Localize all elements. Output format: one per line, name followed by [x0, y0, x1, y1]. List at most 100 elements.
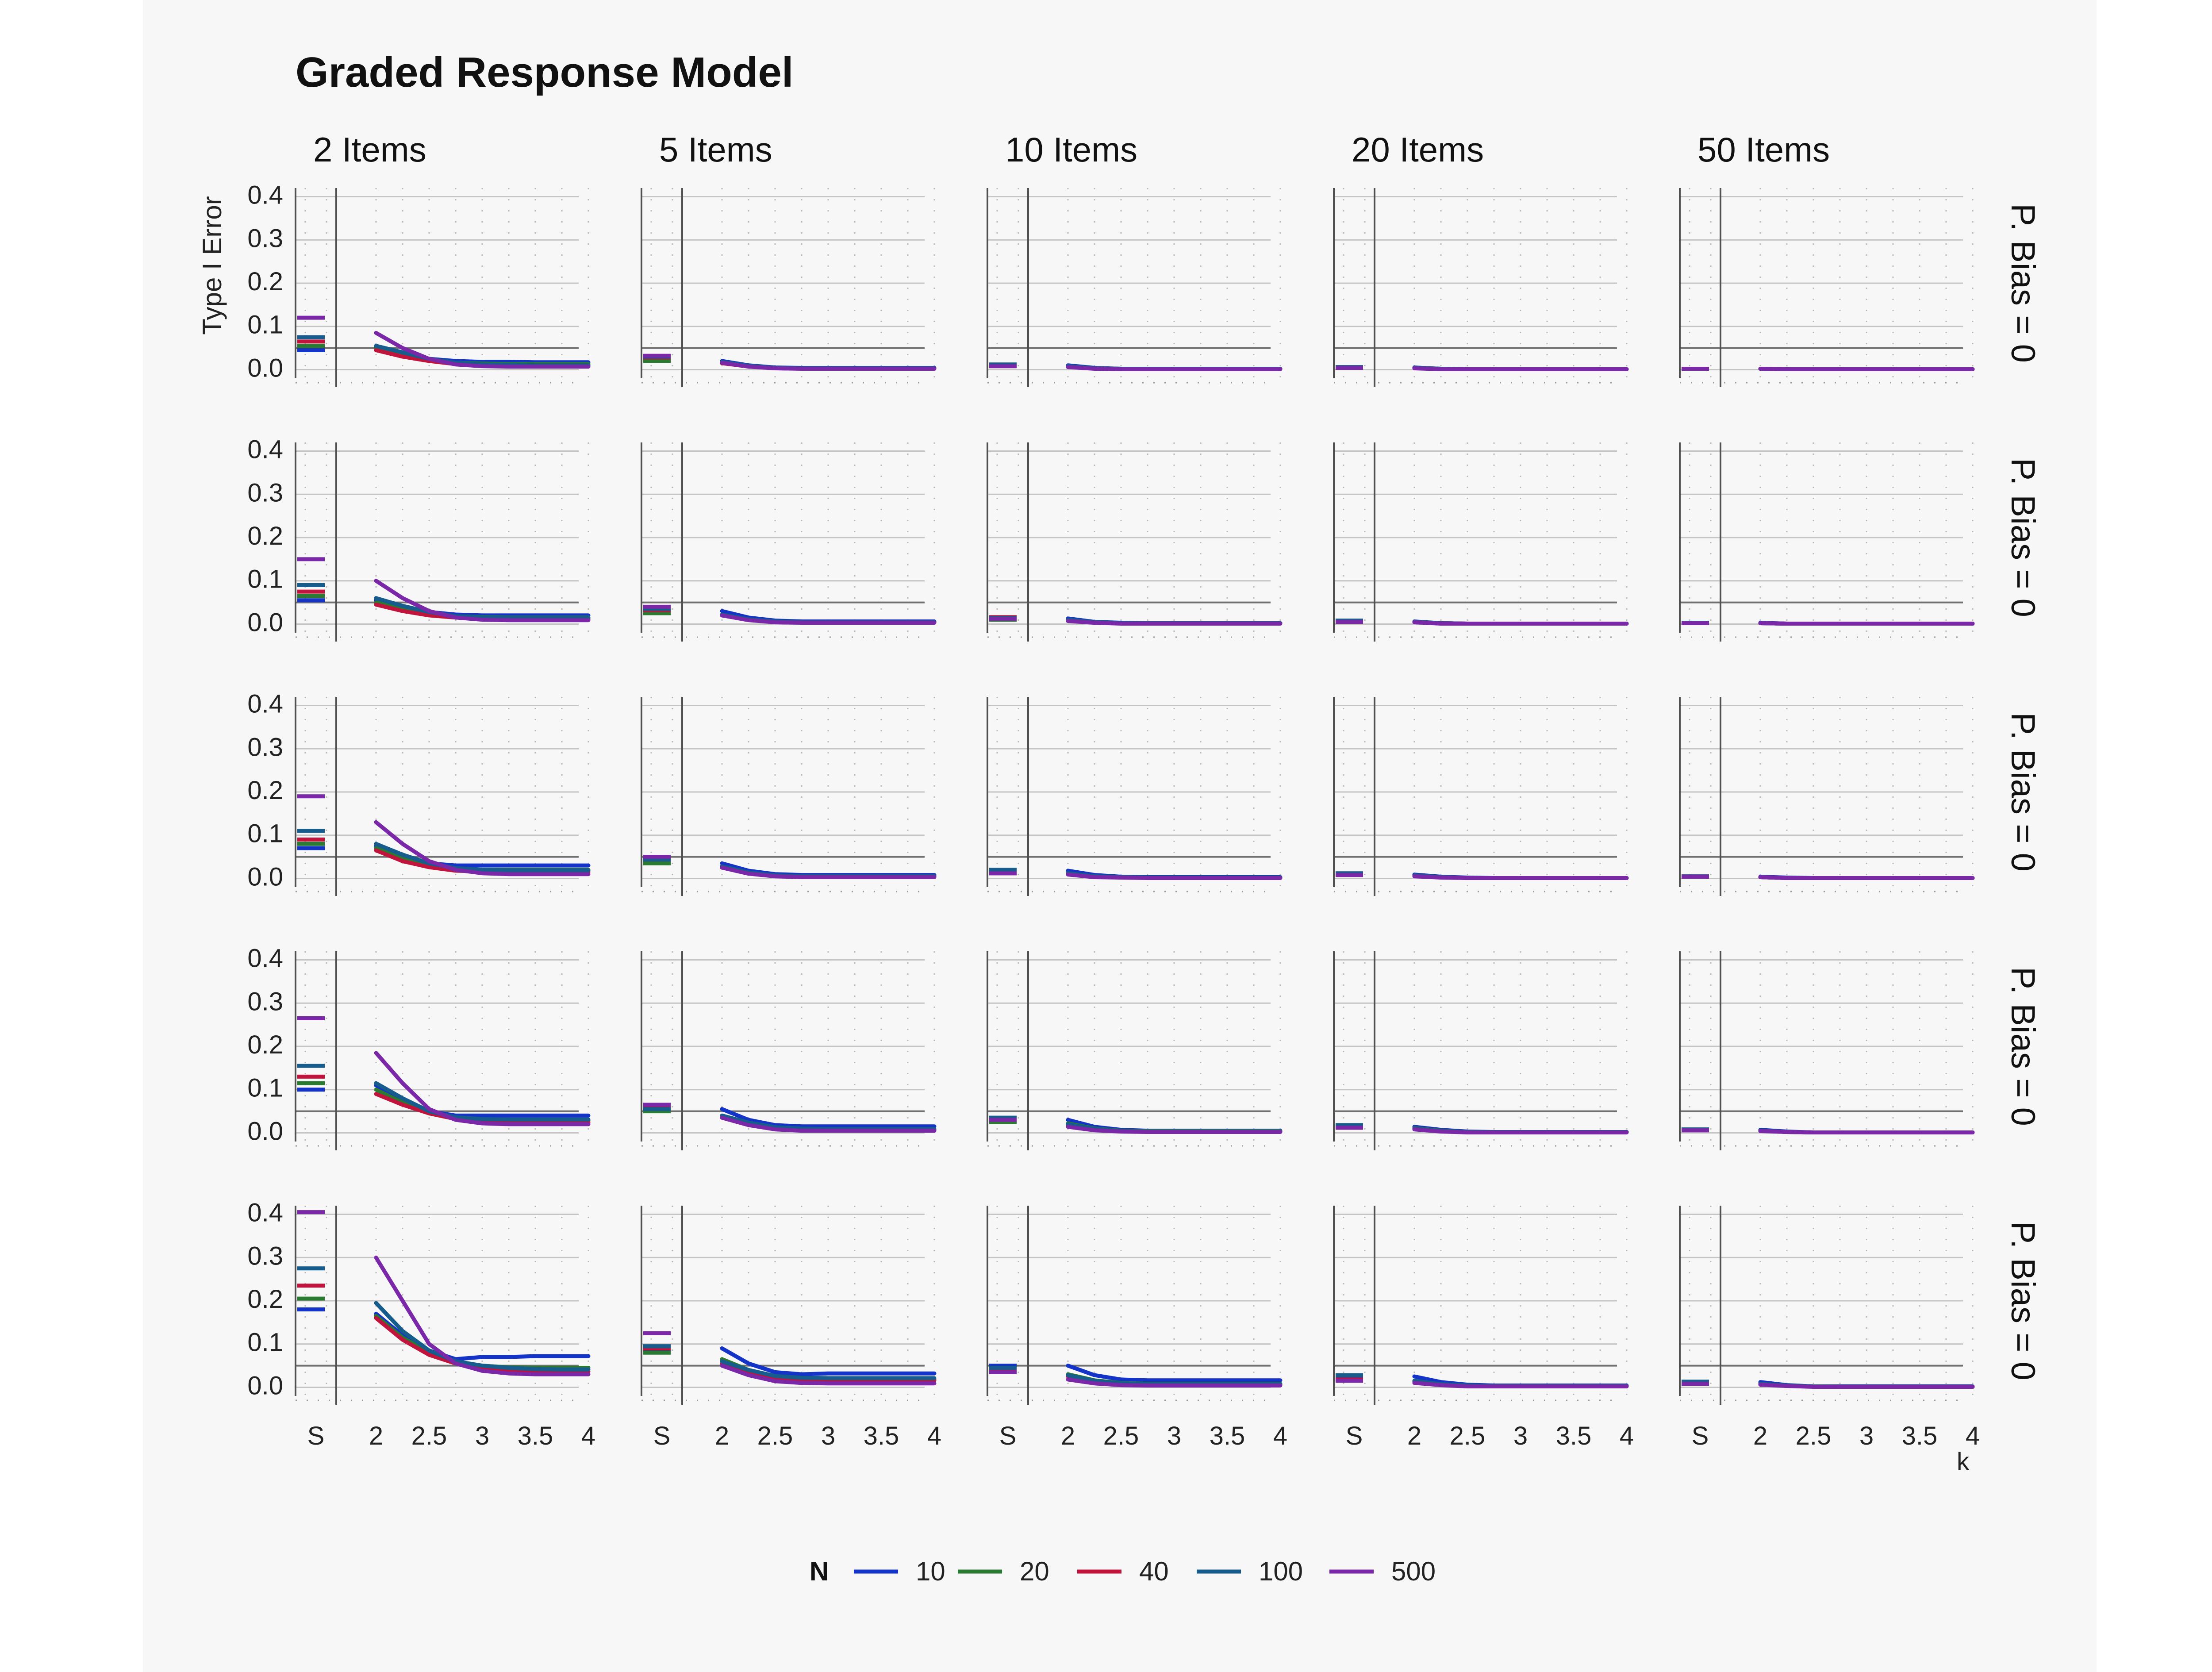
row-strip-label: P. Bias = 0: [2004, 967, 2042, 1126]
x-tick-label: 3: [821, 1422, 835, 1450]
series-line: [1066, 1377, 1283, 1388]
facet-panel: [987, 442, 1283, 642]
series-line: [1412, 1127, 1629, 1134]
x-tick-label: 4: [1966, 1422, 1980, 1450]
column-header: 2 Items: [313, 130, 426, 169]
series-line: [1758, 875, 1975, 880]
y-tick-label: 0.3: [247, 224, 283, 253]
facet-panel: P. Bias = 0: [1679, 951, 2042, 1150]
series-line: [720, 361, 937, 371]
x-tick-label: 4: [1273, 1422, 1287, 1450]
y-tick-label: 0.2: [247, 522, 283, 550]
facet-panel: S 2 2.5 3 3.5 4 P. Bias = 0: [1679, 1206, 2042, 1450]
series-line: [720, 1359, 937, 1380]
chart-title: Graded Response Model: [296, 49, 794, 96]
x-tick-label: 3.5: [1902, 1422, 1938, 1450]
legend-title: N: [810, 1557, 829, 1586]
facet-panel: [641, 951, 937, 1150]
series-line: [720, 1107, 937, 1129]
facet-panel: [1333, 697, 1629, 896]
facet-panel: [641, 442, 937, 642]
y-tick-label: 0.3: [247, 987, 283, 1016]
figure-background: [143, 0, 2097, 1672]
series-line: [720, 1364, 937, 1386]
series-line: [1412, 874, 1629, 880]
series-line: [1066, 619, 1283, 626]
series-line: [1758, 1383, 1975, 1389]
legend-label: 500: [1391, 1557, 1436, 1586]
x-tick-label: 2.5: [411, 1422, 447, 1450]
facet-panel: 0.0 0.1 0.2 0.3 0.4: [247, 690, 591, 896]
series-line: [1412, 620, 1629, 626]
y-axis-label: Type I Error: [197, 196, 227, 334]
y-tick-label: 0.4: [247, 944, 283, 973]
facet-panel: 10 Items: [987, 130, 1283, 387]
facet-panel: 0.0 0.1 0.2 0.3 0.4 S 2 2.5 3 3.5 4: [247, 1199, 595, 1450]
x-tick-label: 2.5: [757, 1422, 793, 1450]
series-line: [1412, 1381, 1629, 1388]
legend-label: 40: [1139, 1557, 1169, 1586]
series-line: [720, 613, 937, 625]
facet-panel: S 2 2.5 3 3.5 4: [987, 1206, 1287, 1450]
facet-panel: P. Bias = 0: [1679, 697, 2042, 896]
column-header: 10 Items: [1005, 130, 1137, 169]
facet-panel: 0.0 0.1 0.2 0.3 0.4 2 Items: [247, 130, 591, 387]
y-tick-label: 0.2: [247, 1285, 283, 1314]
y-tick-label: 0.1: [247, 1328, 283, 1357]
facet-panel: 50 Items P. Bias = 0: [1679, 130, 2042, 387]
x-tick-label: 4: [581, 1422, 595, 1450]
series-line: [374, 596, 591, 620]
series-line: [374, 331, 591, 369]
series-line: [374, 579, 591, 623]
facet-panel: [987, 697, 1283, 896]
y-tick-label: 0.2: [247, 776, 283, 805]
x-tick-label: 2: [715, 1422, 729, 1450]
y-tick-label: 0.4: [247, 690, 283, 719]
x-tick-label: 3: [1859, 1422, 1874, 1450]
series-line: [374, 1081, 591, 1122]
legend-label: 20: [1020, 1557, 1049, 1586]
row-strip-label: P. Bias = 0: [2004, 712, 2042, 872]
x-tick-label: 2.5: [1103, 1422, 1139, 1450]
y-tick-label: 0.1: [247, 1074, 283, 1103]
row-strip-label: P. Bias = 0: [2004, 204, 2042, 363]
series-line: [1758, 621, 1975, 626]
series-line: [720, 1346, 937, 1376]
y-tick-label: 0.1: [247, 565, 283, 594]
x-tick-label: 3: [1513, 1422, 1528, 1450]
x-tick-label: S: [307, 1422, 325, 1450]
facet-panel: S 2 2.5 3 3.5 4: [641, 1206, 941, 1450]
x-tick-label: 2.5: [1450, 1422, 1486, 1450]
series-line: [1758, 1129, 1975, 1134]
facet-panel: P. Bias = 0: [1679, 442, 2042, 642]
facet-panel: 0.0 0.1 0.2 0.3 0.4: [247, 944, 591, 1150]
y-tick-label: 0.2: [247, 267, 283, 296]
y-tick-label: 0.0: [247, 1371, 283, 1400]
x-tick-label: 3.5: [1210, 1422, 1245, 1450]
y-tick-label: 0.4: [247, 435, 283, 464]
y-tick-label: 0.3: [247, 733, 283, 761]
x-tick-label: 4: [927, 1422, 941, 1450]
y-tick-label: 0.0: [247, 608, 283, 637]
x-tick-label: 3.5: [864, 1422, 899, 1450]
x-tick-label: 2.5: [1796, 1422, 1832, 1450]
facet-panel: [1333, 442, 1629, 642]
series-line: [374, 1051, 591, 1126]
x-tick-label: 3.5: [1556, 1422, 1592, 1450]
y-tick-label: 0.0: [247, 1117, 283, 1145]
y-tick-label: 0.3: [247, 1242, 283, 1270]
legend-label: 10: [916, 1557, 945, 1586]
x-tick-label: 2: [1753, 1422, 1767, 1450]
x-tick-label: 4: [1620, 1422, 1634, 1450]
y-tick-label: 0.3: [247, 478, 283, 507]
series-line: [1066, 873, 1283, 880]
y-tick-label: 0.1: [247, 819, 283, 848]
series-line: [1066, 365, 1283, 371]
column-header: 5 Items: [659, 130, 772, 169]
row-strip-label: P. Bias = 0: [2004, 458, 2042, 617]
series-line: [374, 820, 591, 876]
x-axis-label: k: [1957, 1447, 1970, 1475]
facet-panel: [641, 697, 937, 896]
facet-panel: 20 Items: [1333, 130, 1629, 387]
facet-panel: [1333, 951, 1629, 1150]
